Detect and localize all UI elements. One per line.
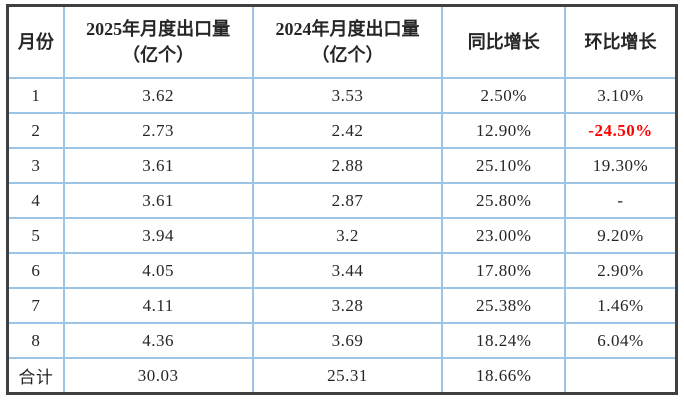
table-cell: 2 <box>6 112 65 149</box>
table-cell: 2.50% <box>441 77 566 114</box>
table-row: 4 3.61 2.87 25.80% - <box>6 182 678 219</box>
table-cell: 3.61 <box>62 147 254 184</box>
table-row: 合计 30.03 25.31 18.66% <box>6 357 678 395</box>
table-cell: 6 <box>6 252 65 289</box>
table-cell: 4 <box>6 182 65 219</box>
table-row: 6 4.05 3.44 17.80% 2.90% <box>6 252 678 289</box>
table-cell: 2.73 <box>62 112 254 149</box>
table-cell: 12.90% <box>441 112 566 149</box>
table-cell: 25.10% <box>441 147 566 184</box>
table-row: 1 3.62 3.53 2.50% 3.10% <box>6 77 678 114</box>
table-row: 8 4.36 3.69 18.24% 6.04% <box>6 322 678 359</box>
header-mom-growth: 环比增长 <box>563 4 678 79</box>
table-cell: 30.03 <box>62 357 254 395</box>
table-cell: 25.80% <box>441 182 566 219</box>
table-cell: 18.66% <box>441 357 566 395</box>
table-cell: 4.05 <box>62 252 254 289</box>
table-cell: 4.11 <box>62 287 254 324</box>
table-cell: 2.90% <box>563 252 678 289</box>
table-cell: 25.38% <box>441 287 566 324</box>
table-cell: 17.80% <box>441 252 566 289</box>
monthly-export-table: 月份 2025年月度出口量 （亿个） 2024年月度出口量 （亿个） 同比增长 … <box>6 4 678 395</box>
table-cell: 18.24% <box>441 322 566 359</box>
header-2024-export: 2024年月度出口量 （亿个） <box>251 4 444 79</box>
table-cell <box>563 357 678 395</box>
table-cell: 4.36 <box>62 322 254 359</box>
table-cell: 2.87 <box>251 182 444 219</box>
header-yoy-growth: 同比增长 <box>441 4 566 79</box>
table-cell: 7 <box>6 287 65 324</box>
table-cell: 2.88 <box>251 147 444 184</box>
table-cell: 5 <box>6 217 65 254</box>
table-cell: 9.20% <box>563 217 678 254</box>
table-header: 月份 2025年月度出口量 （亿个） 2024年月度出口量 （亿个） 同比增长 … <box>6 4 678 79</box>
table-cell: 19.30% <box>563 147 678 184</box>
table-header-row: 月份 2025年月度出口量 （亿个） 2024年月度出口量 （亿个） 同比增长 … <box>6 4 678 79</box>
table-body: 1 3.62 3.53 2.50% 3.10% 2 2.73 2.42 12.90% -24.50… <box>6 77 678 395</box>
header-2025-export: 2025年月度出口量 （亿个） <box>62 4 254 79</box>
table-cell: 3.28 <box>251 287 444 324</box>
table-cell: 3.69 <box>251 322 444 359</box>
table-row: 7 4.11 3.28 25.38% 1.46% <box>6 287 678 324</box>
table-cell: 23.00% <box>441 217 566 254</box>
table-cell: - <box>563 182 678 219</box>
table-cell: 3.61 <box>62 182 254 219</box>
table-cell: 8 <box>6 322 65 359</box>
table-cell: 3.53 <box>251 77 444 114</box>
export-table-container: 月份 2025年月度出口量 （亿个） 2024年月度出口量 （亿个） 同比增长 … <box>6 4 678 395</box>
table-cell: 25.31 <box>251 357 444 395</box>
table-cell: 3.62 <box>62 77 254 114</box>
table-cell: 合计 <box>6 357 65 395</box>
table-cell: 3 <box>6 147 65 184</box>
table-cell: 3.10% <box>563 77 678 114</box>
table-cell: 2.42 <box>251 112 444 149</box>
table-row: 2 2.73 2.42 12.90% -24.50% <box>6 112 678 149</box>
table-cell: -24.50% <box>563 112 678 149</box>
table-row: 3 3.61 2.88 25.10% 19.30% <box>6 147 678 184</box>
table-cell: 6.04% <box>563 322 678 359</box>
header-month: 月份 <box>6 4 65 79</box>
table-cell: 1 <box>6 77 65 114</box>
table-cell: 3.44 <box>251 252 444 289</box>
table-cell: 3.2 <box>251 217 444 254</box>
table-cell: 3.94 <box>62 217 254 254</box>
table-row: 5 3.94 3.2 23.00% 9.20% <box>6 217 678 254</box>
table-cell: 1.46% <box>563 287 678 324</box>
